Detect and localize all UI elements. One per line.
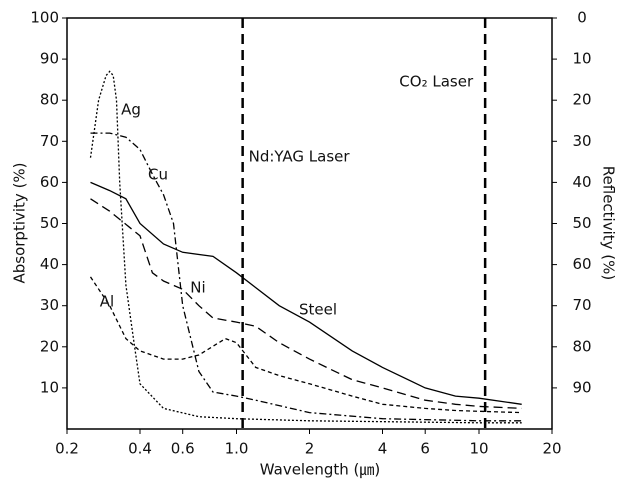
y2-tick-label: 20 [572,91,591,109]
y2-tick-label: 50 [572,214,591,232]
y-tick-label: 50 [40,214,59,232]
series-line [89,70,522,424]
series-line [90,132,522,422]
y2-tick-label: 80 [572,337,591,355]
x-tick-label: 1.0 [225,440,249,458]
y2-tick-label: 30 [572,132,591,150]
x-tick-label: 10 [469,440,488,458]
x-tick-label: 20 [542,440,561,458]
series-label: Steel [299,301,337,319]
x-tick-label: 4 [378,440,388,458]
x-tick-label: 2 [305,440,315,458]
y-tick-label: 20 [40,337,59,355]
y2-axis-label: Reflectivity (%) [600,166,618,280]
x-tick-label: 6 [420,440,430,458]
y-tick-label: 60 [40,173,59,191]
y-axis-label: Absorptivity (%) [11,162,29,283]
y2-tick-label: 40 [572,173,591,191]
series-label: Cu [148,166,168,184]
y-tick-label: 30 [40,296,59,314]
x-axis-label: Wavelength (㎛) [260,461,380,479]
series-label: Al [100,293,114,311]
y-tick-label: 10 [40,378,59,396]
y2-tick-label: 60 [572,255,591,273]
series-line [90,198,522,410]
x-tick-label: 0.6 [171,440,195,458]
y-tick-label: 80 [40,91,59,109]
x-tick-label: 0.4 [128,440,152,458]
series-label: Ni [190,279,205,297]
y2-tick-label: 90 [572,378,591,396]
y-tick-label: 70 [40,132,59,150]
laser-label: Nd:YAG Laser [249,148,351,166]
y-tick-label: 40 [40,255,59,273]
laser-label: CO₂ Laser [399,73,474,91]
x-tick-label: 0.2 [55,440,79,458]
y-tick-label: 90 [40,50,59,68]
series-line [90,181,522,405]
y-tick-label: 100 [30,9,59,27]
series-label: Ag [121,101,141,119]
series-line [89,276,522,414]
y2-tick-label: 70 [572,296,591,314]
y2-tick-label: 10 [572,50,591,68]
y2-tick-label: 0 [577,9,587,27]
